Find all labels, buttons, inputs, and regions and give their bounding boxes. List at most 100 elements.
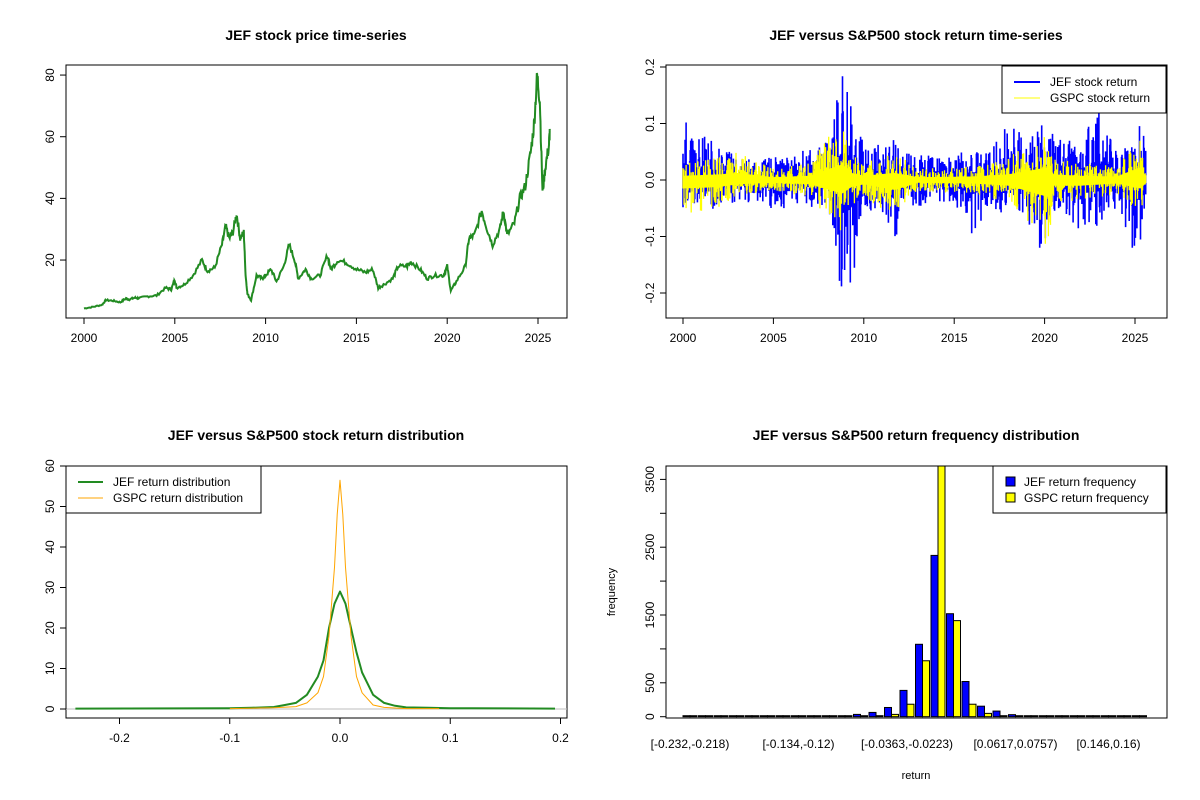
legend: JEF stock return GSPC stock return bbox=[1001, 65, 1167, 114]
jef-bar bbox=[1070, 715, 1078, 718]
jef-bar bbox=[744, 715, 753, 718]
y-tick-label: -0.2 bbox=[643, 282, 657, 303]
legend: JEF return frequency GSPC return frequen… bbox=[992, 465, 1167, 514]
x-axis-label: return bbox=[902, 770, 931, 782]
x-tick-label: 0.0 bbox=[332, 731, 349, 745]
x-tick-label: -0.1 bbox=[219, 731, 240, 745]
jef-bar bbox=[868, 711, 877, 718]
jef-density-line bbox=[75, 590, 556, 710]
legend-label-gspc: GSPC stock return bbox=[1050, 91, 1150, 105]
chart-title: JEF versus S&P500 stock return distribut… bbox=[168, 427, 464, 443]
jef-bar bbox=[729, 715, 737, 718]
gspc-bar bbox=[1139, 715, 1147, 718]
jef-bar bbox=[775, 715, 784, 718]
legend-box bbox=[1001, 65, 1167, 114]
y-tick-label: 40 bbox=[43, 191, 57, 205]
jef-bar bbox=[806, 715, 815, 718]
legend-box bbox=[992, 465, 1167, 514]
jef-bar bbox=[1008, 714, 1016, 718]
gspc-return-series bbox=[682, 131, 1147, 244]
y-tick-label: 0 bbox=[643, 713, 657, 720]
y-tick-label: 0.2 bbox=[643, 58, 657, 75]
gspc-bar bbox=[1030, 715, 1039, 718]
gspc-bar bbox=[705, 715, 713, 718]
gspc-bar bbox=[953, 620, 961, 718]
gspc-bar bbox=[984, 712, 992, 718]
axes: 0 500 1500 2500 3500 [-0.232,-0.218) [-0.134,-… bbox=[643, 466, 1141, 751]
y-tick-label: 1500 bbox=[643, 601, 657, 628]
gspc-bar bbox=[1123, 715, 1132, 718]
panel-returns: JEF versus S&P500 stock return time-seri… bbox=[643, 27, 1168, 345]
y-tick-label: 80 bbox=[43, 68, 57, 82]
gspc-bar bbox=[798, 715, 806, 718]
y-tick-label: 10 bbox=[43, 662, 57, 676]
y-tick-label: 0 bbox=[43, 705, 57, 712]
gspc-bar bbox=[1108, 715, 1116, 718]
legend-swatch-jef bbox=[1005, 476, 1016, 487]
legend-label-jef: JEF stock return bbox=[1050, 75, 1137, 89]
return-line bbox=[682, 131, 1147, 244]
jef-bar bbox=[698, 715, 706, 718]
chart-title: JEF stock price time-series bbox=[225, 27, 407, 43]
gspc-bar bbox=[829, 715, 837, 718]
jef-bar bbox=[961, 681, 970, 718]
gspc-bar bbox=[1015, 715, 1023, 718]
jef-bar bbox=[837, 715, 846, 718]
x-tick-label: 2000 bbox=[71, 331, 98, 345]
jef-bar bbox=[1085, 715, 1094, 718]
y-tick-label: 500 bbox=[643, 672, 657, 692]
gspc-bar bbox=[999, 715, 1008, 718]
axes: 2000 2005 2010 2015 2020 2025 -0.2 -0.1 0.0 0.1 0.… bbox=[643, 58, 1149, 345]
jef-bar bbox=[915, 643, 923, 718]
x-tick-label: 2025 bbox=[525, 331, 552, 345]
jef-bar bbox=[1054, 715, 1063, 718]
jef-bar bbox=[930, 554, 939, 718]
jef-bar bbox=[899, 689, 908, 718]
gspc-bar bbox=[1046, 715, 1054, 718]
y-axis-label: frequency bbox=[606, 567, 618, 616]
x-tick-label: [-0.134,-0.12) bbox=[762, 737, 834, 751]
y-tick-label: -0.1 bbox=[643, 226, 657, 247]
jef-bar bbox=[1101, 715, 1109, 718]
x-tick-label: 2015 bbox=[343, 331, 370, 345]
jef-bar bbox=[1039, 715, 1047, 718]
x-tick-label: 2005 bbox=[161, 331, 188, 345]
panel-histogram: JEF versus S&P500 return frequency distr… bbox=[606, 427, 1168, 782]
gspc-bar bbox=[875, 715, 884, 718]
jef-bar bbox=[1023, 715, 1032, 718]
legend-swatch-gspc bbox=[1005, 492, 1016, 503]
plot-frame bbox=[65, 64, 568, 319]
legend-label-gspc: GSPC return distribution bbox=[113, 491, 243, 505]
jef-bar bbox=[822, 715, 830, 718]
gspc-bar bbox=[720, 715, 729, 718]
gspc-bar bbox=[860, 715, 868, 718]
y-tick-label: 60 bbox=[43, 130, 57, 144]
y-tick-label: 0.0 bbox=[643, 171, 657, 188]
x-tick-label: 0.2 bbox=[552, 731, 569, 745]
y-tick-label: 40 bbox=[43, 540, 57, 554]
gspc-bar bbox=[1092, 715, 1101, 718]
y-tick-label: 2500 bbox=[643, 534, 657, 561]
legend-label-jef: JEF return frequency bbox=[1024, 475, 1136, 489]
jef-bar bbox=[682, 715, 691, 718]
y-tick-label: 0.1 bbox=[643, 115, 657, 132]
legend-box bbox=[65, 465, 262, 514]
gspc-bar bbox=[922, 660, 930, 718]
jef-bar bbox=[791, 715, 799, 718]
chart-title: JEF versus S&P500 stock return time-seri… bbox=[769, 27, 1063, 43]
jef-bar bbox=[1132, 715, 1140, 718]
gspc-bar bbox=[782, 715, 791, 718]
x-tick-label: 2025 bbox=[1122, 331, 1149, 345]
gspc-bar bbox=[736, 715, 744, 718]
legend-label-gspc: GSPC return frequency bbox=[1024, 491, 1149, 505]
price-line bbox=[83, 72, 551, 310]
x-tick-label: 2020 bbox=[1031, 331, 1058, 345]
y-tick-label: 3500 bbox=[643, 466, 657, 493]
gspc-bar bbox=[813, 715, 822, 718]
gspc-bar bbox=[767, 715, 775, 718]
x-tick-label: 2005 bbox=[760, 331, 787, 345]
x-tick-label: -0.2 bbox=[109, 731, 130, 745]
y-tick-label: 50 bbox=[43, 500, 57, 514]
legend-label-jef: JEF return distribution bbox=[113, 475, 230, 489]
